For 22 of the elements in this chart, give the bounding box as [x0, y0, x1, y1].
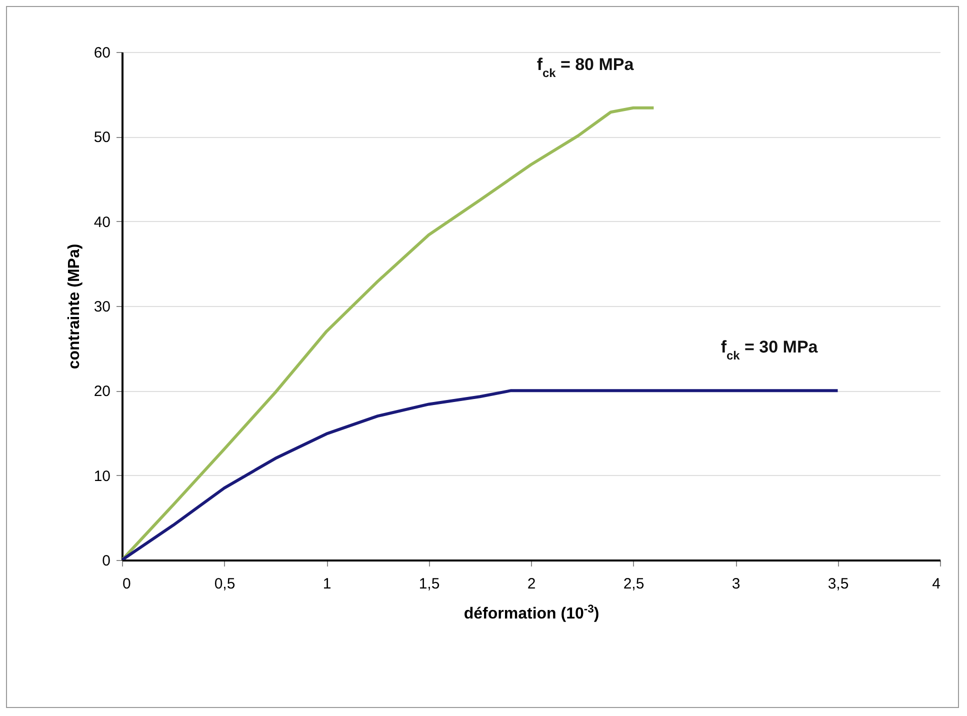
x-tick-label: 0 — [122, 576, 131, 592]
x-tick-label: 3 — [732, 576, 740, 592]
series-label: f$_{ck}$ = 30 MPa — [720, 338, 818, 363]
x-tick-label: 3,5 — [828, 576, 849, 592]
y-tick-label: 10 — [94, 468, 110, 485]
y-axis-title: contrainte (MPa) — [66, 244, 83, 370]
x-tick-label: 0,5 — [214, 576, 236, 592]
line-series — [122, 106, 656, 560]
y-tick-label: 0 — [102, 552, 110, 570]
x-tick-label: 2 — [527, 576, 536, 592]
x-tick-label: 4 — [932, 576, 940, 592]
y-tick-label: 20 — [94, 383, 110, 400]
y-tick-label: 30 — [94, 298, 110, 316]
y-tick-label: 50 — [94, 129, 110, 146]
line-series — [122, 389, 840, 560]
y-tick-label: 40 — [94, 214, 110, 231]
x-tick-label: 2,5 — [623, 576, 644, 592]
x-axis-title: déformation (10$^{-3}$) — [464, 604, 600, 622]
series-label: f$_{ck}$ = 80 MPa — [536, 54, 634, 80]
x-tick-label: 1,5 — [418, 576, 440, 592]
y-tick-label: 60 — [94, 44, 110, 62]
x-tick-label: 1 — [322, 576, 332, 592]
